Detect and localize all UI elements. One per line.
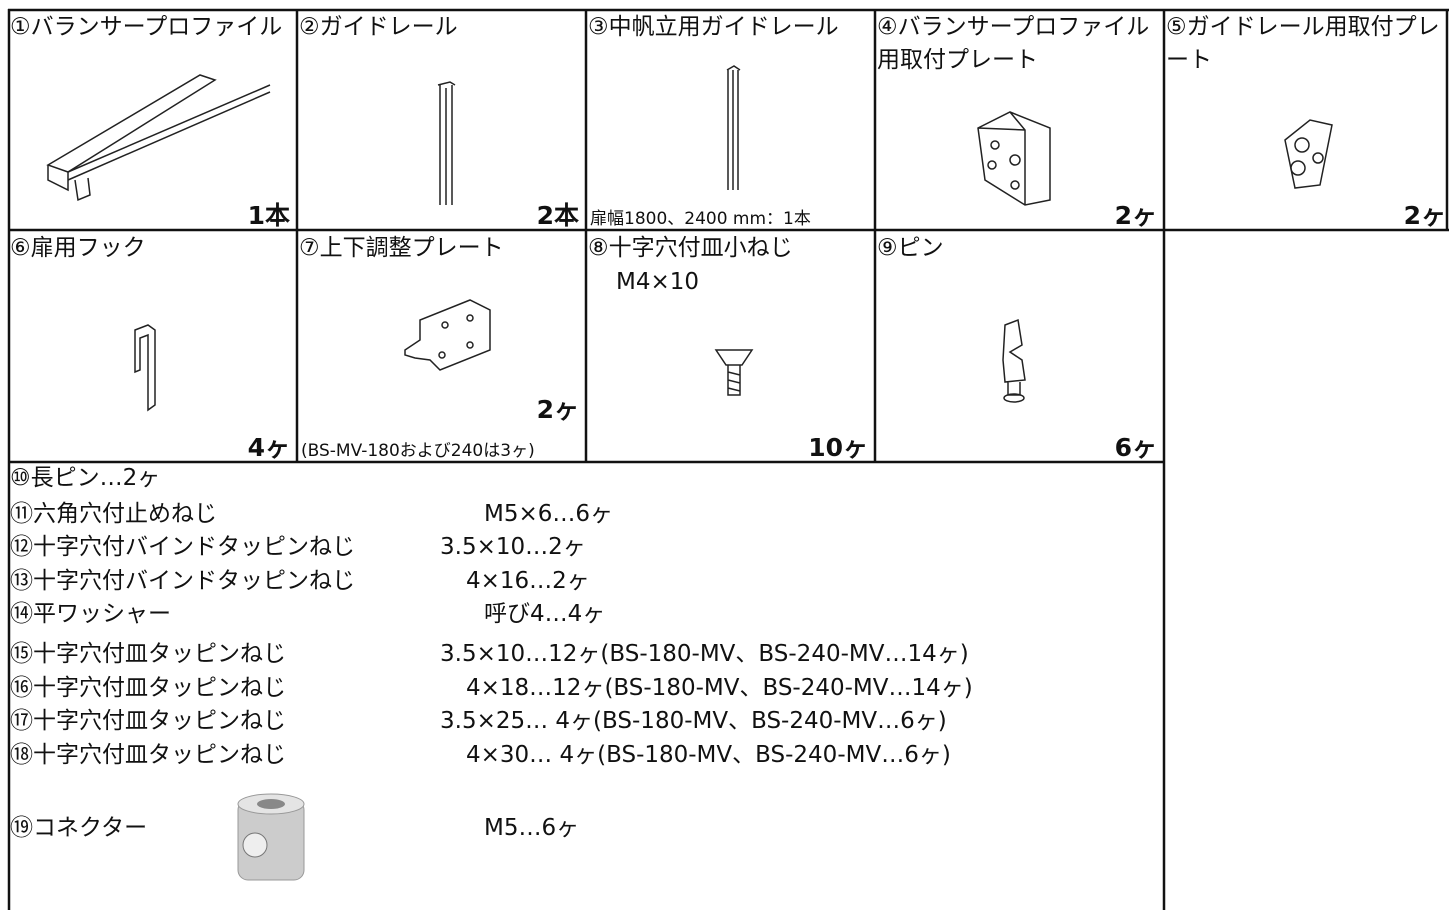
list-name: ⑲コネクター	[10, 815, 148, 841]
cell-title: ⑨ピン	[877, 235, 944, 261]
list-spec: 4×30… 4ヶ(BS-180-MV、BS-240-MV…6ヶ)	[466, 742, 951, 768]
list-spec: 3.5×10…2ヶ	[440, 534, 586, 560]
cell-title: ⑤ガイドレール用取付プレート	[1166, 14, 1440, 73]
list-spec: M5…6ヶ	[484, 815, 580, 841]
list-spec: 3.5×25… 4ヶ(BS-180-MV、BS-240-MV…6ヶ)	[440, 708, 947, 734]
list-name: ⑰十字穴付皿タッピンねじ	[10, 708, 286, 734]
cell-title: ⑥扉用フック	[10, 235, 146, 261]
list-name: ⑮十字穴付皿タッピンねじ	[10, 641, 286, 667]
list-name: ⑭平ワッシャー	[10, 601, 171, 627]
list-spec: 4×18…12ヶ(BS-180-MV、BS-240-MV…14ヶ)	[466, 675, 973, 701]
list-name: ⑯十字穴付皿タッピンねじ	[10, 675, 286, 701]
cell-quantity: 2ヶ	[1114, 201, 1157, 230]
cell-size: M4×10	[616, 269, 700, 295]
list-spec: 4×16…2ヶ	[466, 568, 590, 594]
profile-drawing	[46, 74, 271, 202]
cell-note: (BS-MV-180および240は3ヶ)	[301, 441, 535, 461]
cell-quantity: 2ヶ	[536, 395, 579, 424]
cell-quantity: 2ヶ	[1403, 201, 1446, 230]
cell-title: ②ガイドレール	[299, 14, 458, 40]
list-name: ⑪六角穴付止めねじ	[10, 501, 217, 527]
cell-title: ⑦上下調整プレート	[299, 235, 504, 261]
cell-quantity: 扉幅1800、2400 mm：1本	[590, 209, 811, 229]
cell-quantity: 4ヶ	[247, 433, 290, 462]
list-spec: 呼び4…4ヶ	[484, 601, 606, 627]
connector-drawing	[237, 793, 305, 881]
cell-quantity: 6ヶ	[1114, 433, 1157, 462]
list-spec: 3.5×10…12ヶ(BS-180-MV、BS-240-MV…14ヶ)	[440, 641, 969, 667]
list-name: ⑩長ピン…2ヶ	[10, 465, 161, 491]
cell-title: ③中帆立用ガイドレール	[588, 14, 839, 40]
list-name: ⑫十字穴付バインドタッピンねじ	[10, 534, 355, 560]
cell-title: ⑧十字穴付皿小ねじ	[588, 235, 793, 261]
list-name: ⑱十字穴付皿タッピンねじ	[10, 742, 286, 768]
cell-quantity: 10ヶ	[808, 433, 868, 462]
cell-quantity: 1本	[247, 201, 290, 230]
cell-quantity: 2本	[536, 201, 579, 230]
list-spec: M5×6…6ヶ	[484, 501, 614, 527]
cell-title: ①バランサープロファイル	[10, 14, 283, 40]
list-name: ⑬十字穴付バインドタッピンねじ	[10, 568, 355, 594]
cell-title: ④バランサープロファイル用取付プレート	[877, 14, 1150, 73]
